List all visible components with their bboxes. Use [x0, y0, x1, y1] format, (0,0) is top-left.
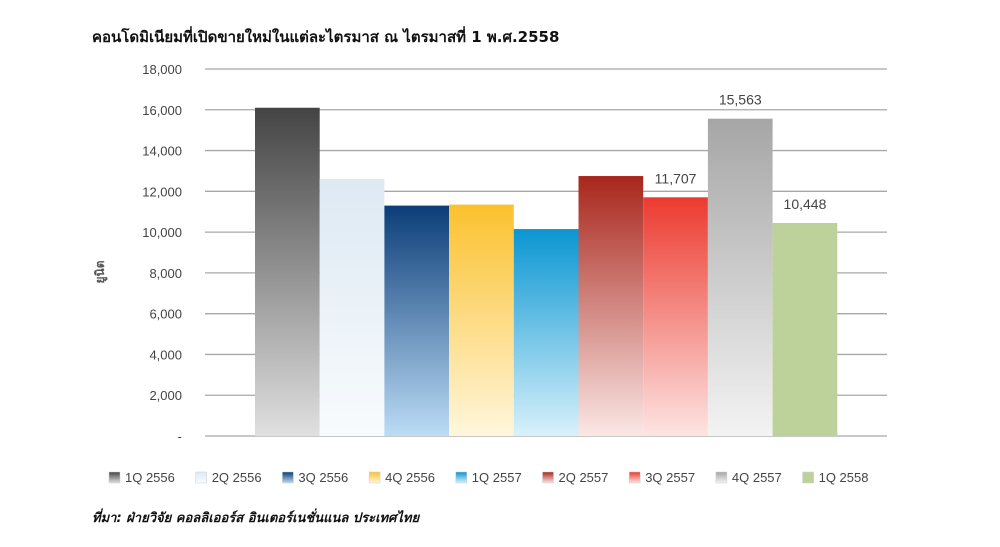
y-axis-label: ยูนิต [93, 260, 108, 283]
source-note: ที่มา: ฝ่ายวิจัย คอลลิเออร์ส อินเตอร์เนช… [92, 508, 420, 526]
legend-label: 1Q 2558 [819, 470, 869, 485]
bar-1q-2558 [772, 222, 838, 436]
legend: 1Q 2556 2Q 2556 3Q 2556 4Q 2556 1Q 2557 2Q 25… [108, 470, 869, 485]
bar-2q-2557 [578, 176, 644, 436]
bars [255, 107, 838, 437]
legend-label: 2Q 2557 [559, 470, 609, 485]
legend-swatch [715, 471, 728, 484]
bar-3q-2556 [384, 205, 450, 436]
legend-swatch [108, 471, 121, 484]
y-tick-label: 10,000 [142, 225, 182, 240]
data-label: 10,448 [784, 196, 827, 212]
y-tick-label: 2,000 [149, 388, 182, 403]
legend-label: 4Q 2557 [732, 470, 782, 485]
y-axis-ticks: - 2,000 4,000 6,000 8,000 10,000 12,000 14,000 1… [142, 62, 182, 444]
y-tick-label: 8,000 [149, 266, 182, 281]
legend-swatch [195, 471, 207, 484]
bar-3q-2557 [643, 197, 708, 436]
legend-swatch [282, 471, 294, 484]
y-tick-label: - [178, 429, 182, 444]
legend-swatch [628, 471, 641, 484]
y-tick-label: 14,000 [142, 144, 182, 159]
bar-2q-2556 [319, 179, 385, 436]
legend-label: 2Q 2556 [212, 470, 262, 485]
legend-label: 1Q 2556 [125, 470, 175, 485]
legend-swatch [455, 471, 468, 484]
legend-label: 1Q 2557 [472, 470, 522, 485]
bar-1q-2557 [513, 229, 579, 436]
chart-title: คอนโดมิเนียมที่เปิดขายใหม่ในแต่ละไตรมาส … [92, 26, 559, 46]
data-label: 11,707 [655, 170, 697, 186]
y-tick-label: 18,000 [142, 62, 182, 77]
bar-1q-2556 [255, 107, 320, 436]
data-labels: 11,707 15,563 10,448 [655, 92, 827, 212]
legend-label: 3Q 2557 [645, 470, 695, 485]
bar-4q-2556 [449, 204, 514, 436]
y-tick-label: 12,000 [142, 184, 182, 199]
legend-swatch [542, 471, 554, 484]
legend-label: 4Q 2556 [385, 470, 435, 485]
legend-label: 3Q 2556 [298, 470, 348, 485]
y-tick-label: 16,000 [142, 103, 182, 118]
legend-swatch [368, 471, 381, 484]
data-label: 15,563 [719, 92, 762, 108]
legend-swatch [802, 471, 814, 484]
y-tick-label: 4,000 [149, 347, 182, 362]
bar-4q-2557 [707, 118, 773, 437]
y-tick-label: 6,000 [149, 307, 182, 322]
